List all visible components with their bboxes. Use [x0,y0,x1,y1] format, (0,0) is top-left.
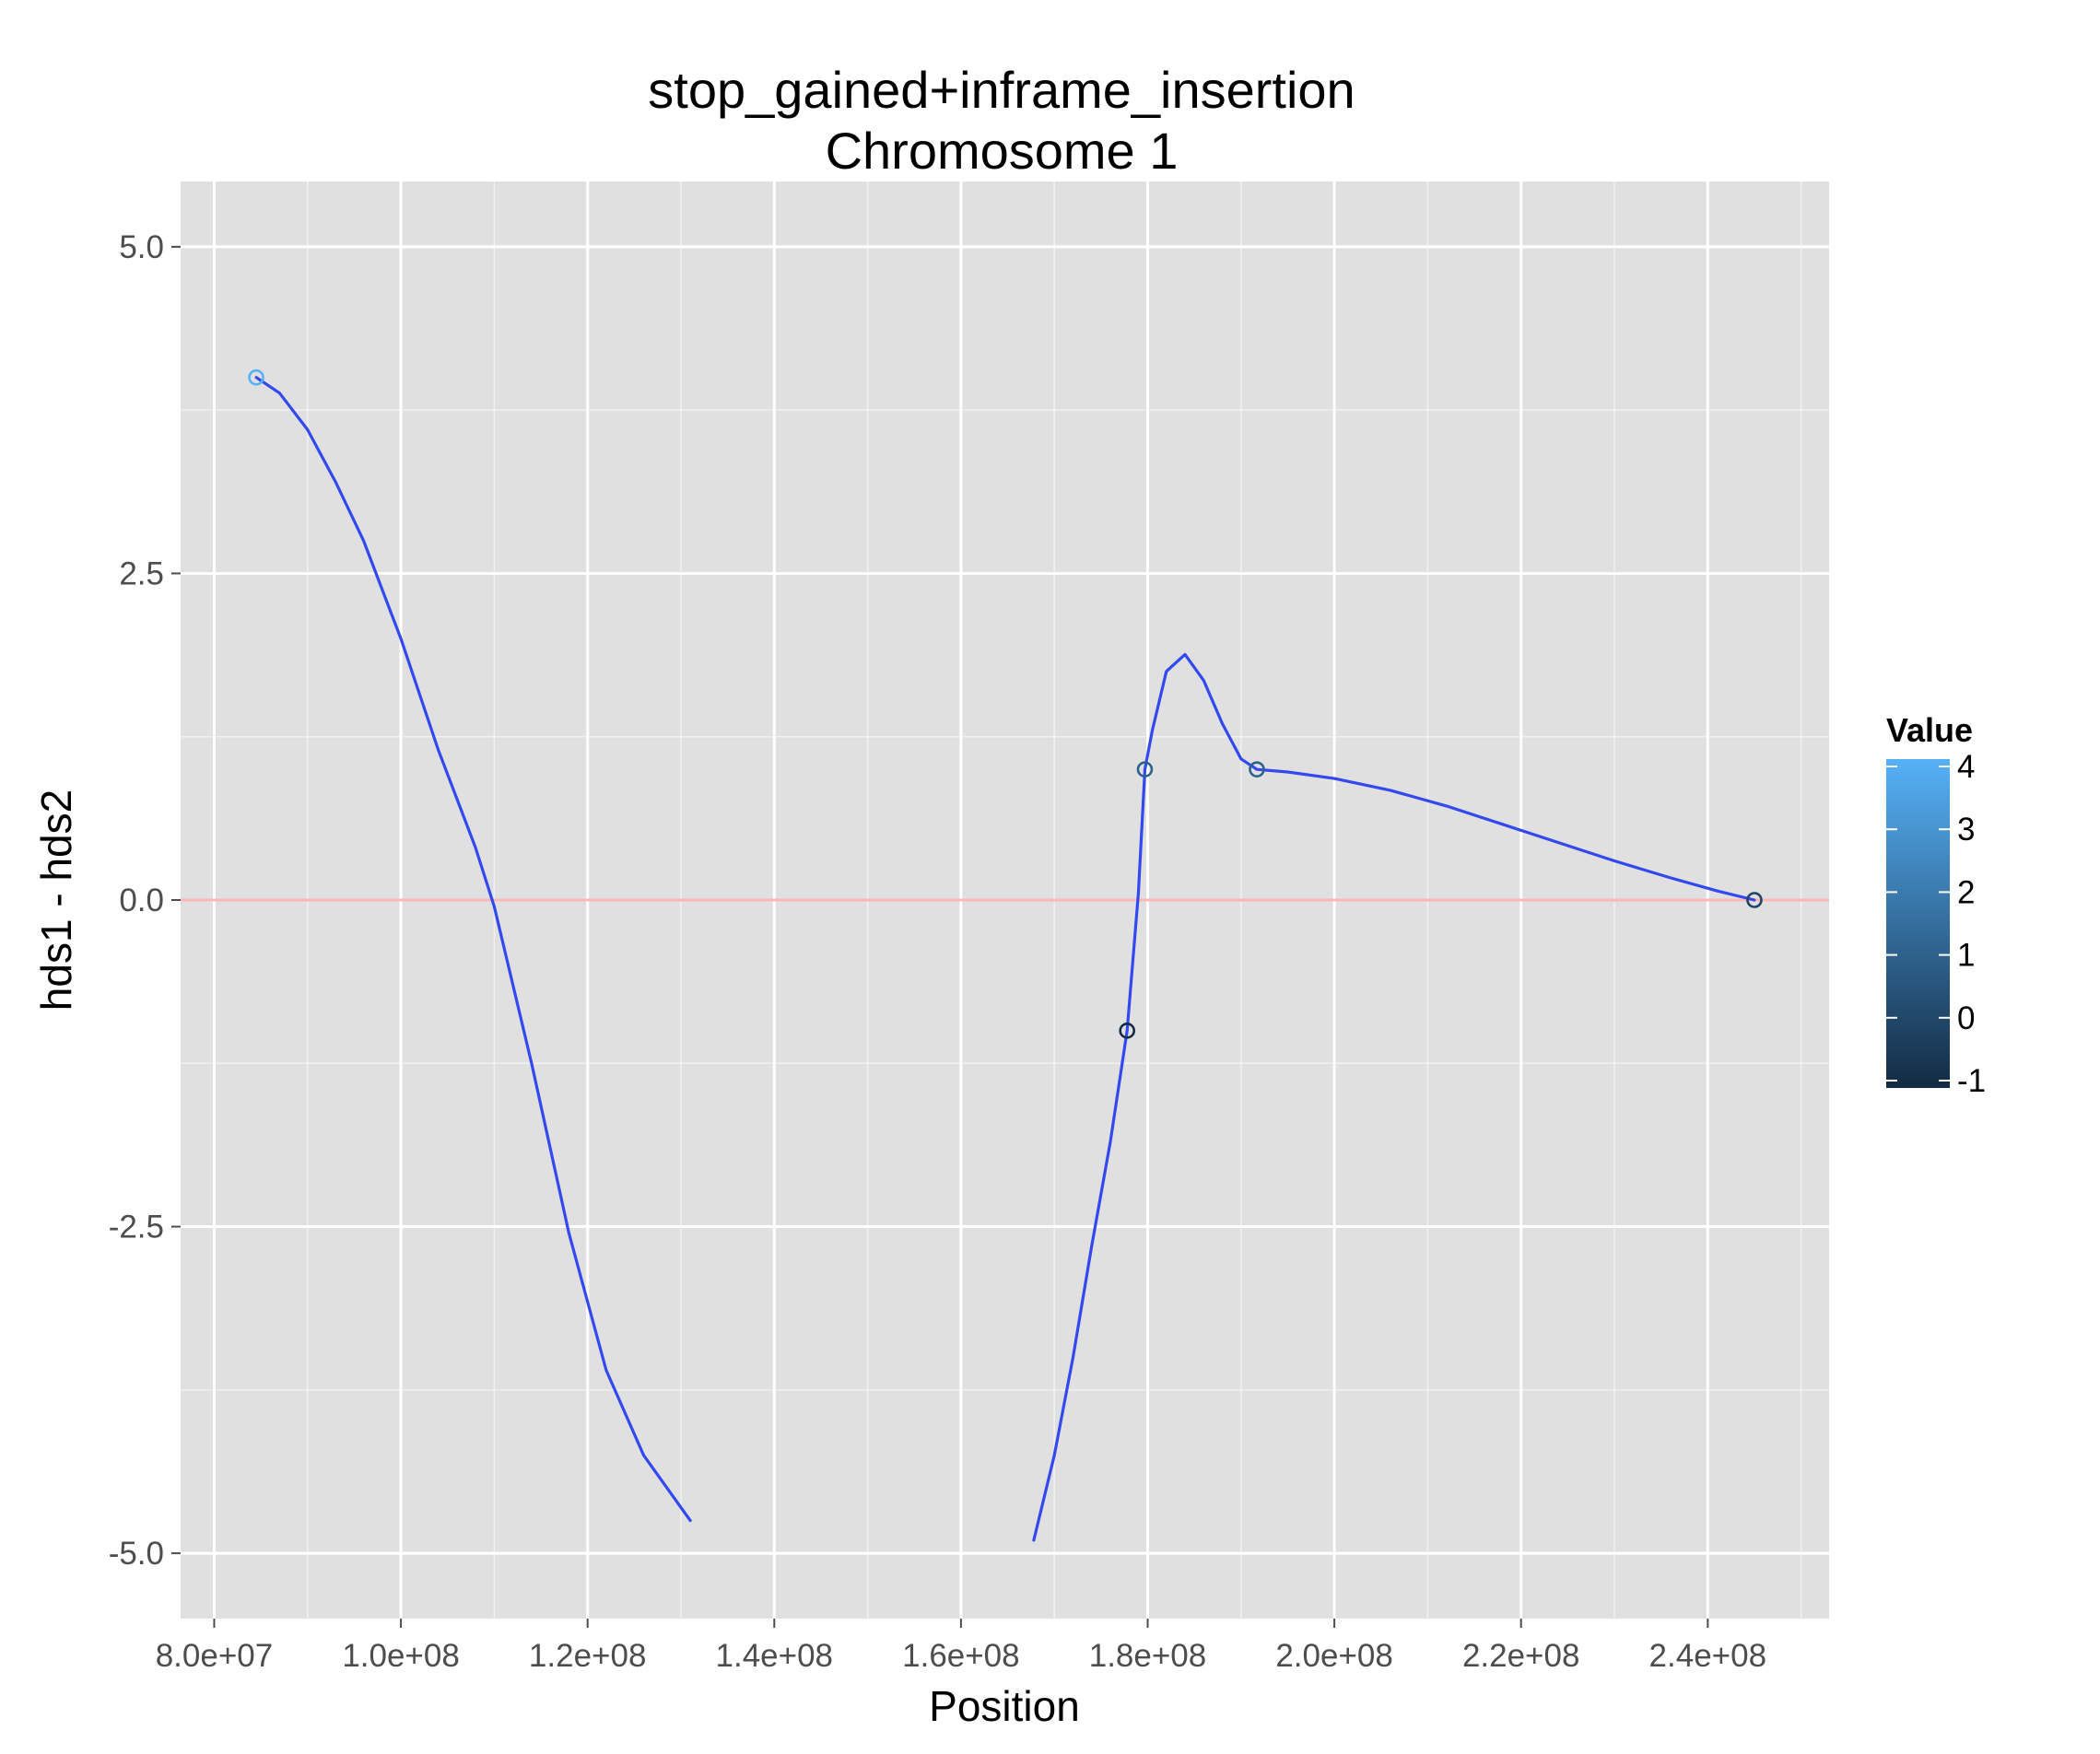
x-tick-label: 2.0e+08 [1275,1638,1393,1674]
y-tick-label: 5.0 [119,229,164,265]
y-axis-title: hds1 - hds2 [32,789,80,1011]
chart-subtitle: Chromosome 1 [826,122,1179,180]
legend-title: Value [1886,711,1973,749]
y-axis-ticks: -5.0 -2.5 0.0 2.5 5.0 [109,229,181,1572]
x-axis-title: Position [929,1682,1080,1730]
x-tick-label: 1.0e+08 [342,1638,460,1674]
legend-label: 0 [1957,1000,1975,1036]
legend-colorbar [1886,759,1950,1088]
x-axis-ticks: 8.0e+07 1.0e+08 1.2e+08 1.4e+08 1.6e+08 1.8e+… [156,1619,1766,1674]
legend: Value 4 3 2 1 0 -1 [1886,711,1986,1099]
legend-ticks: 4 3 2 1 0 -1 [1886,749,1986,1099]
x-tick-label: 2.4e+08 [1649,1638,1767,1674]
data-point [1249,761,1265,778]
legend-label: -1 [1957,1063,1986,1099]
y-tick-label: -2.5 [109,1210,164,1245]
data-point [248,368,264,386]
legend-label: 4 [1957,749,1975,785]
data-point [1746,892,1763,908]
y-tick-label: 2.5 [119,555,164,591]
x-tick-label: 1.6e+08 [902,1638,1020,1674]
smooth-line-segment [1032,652,1756,1542]
legend-label: 3 [1957,812,1975,848]
x-tick-label: 1.8e+08 [1089,1638,1207,1674]
x-tick-label: 8.0e+07 [156,1638,274,1674]
y-tick-label: 0.0 [119,883,164,918]
y-tick-label: -5.0 [109,1536,164,1572]
legend-label: 2 [1957,874,1975,910]
data-point [1119,1023,1136,1039]
x-tick-label: 2.2e+08 [1462,1638,1580,1674]
legend-label: 1 [1957,938,1975,974]
x-tick-label: 1.4e+08 [716,1638,834,1674]
data-point [1136,761,1154,778]
data-points [248,368,1763,1039]
chart-title: stop_gained+inframe_insertion [648,61,1355,119]
smooth-line-segment [254,376,692,1523]
smooth-lines [254,376,1756,1542]
x-tick-label: 1.2e+08 [529,1638,647,1674]
